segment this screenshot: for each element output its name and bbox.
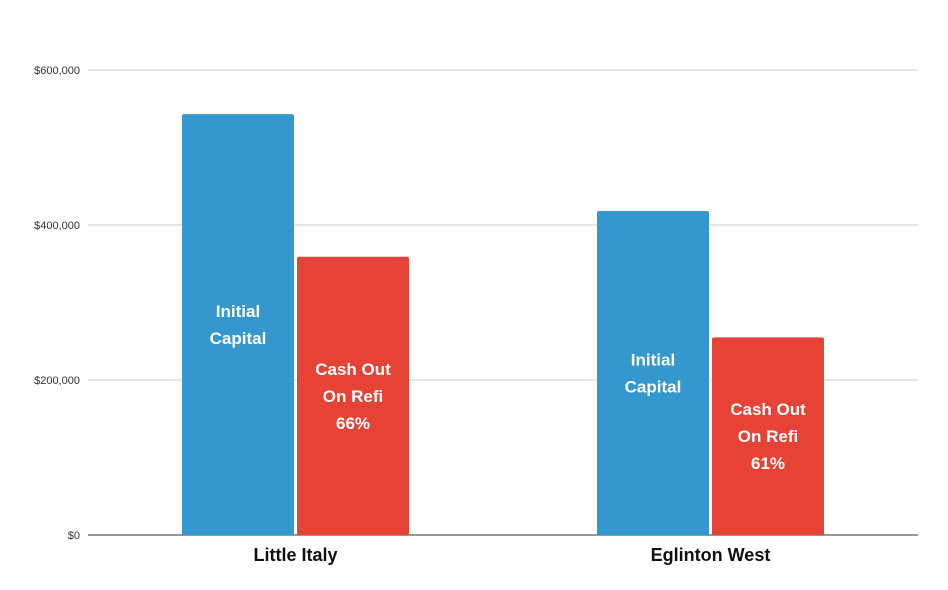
bar-data-label: Initial — [216, 302, 260, 321]
x-category-label: Eglinton West — [651, 545, 771, 565]
bar-data-label: On Refi — [323, 387, 383, 406]
bar-layer — [182, 114, 824, 536]
bar — [597, 211, 709, 536]
bar-data-label: Cash Out — [315, 360, 391, 379]
x-category-label: Little Italy — [253, 545, 337, 565]
label-layer: $0 $200,000 $400,000 $600,000 Initial Capital… — [34, 65, 806, 565]
bar — [297, 256, 409, 535]
bar-data-label: Initial — [631, 351, 675, 370]
bar — [712, 337, 824, 535]
bar-data-label: Capital — [625, 378, 682, 397]
bar-data-label: Cash Out — [730, 400, 806, 419]
y-tick-label: $600,000 — [34, 65, 80, 77]
bar-data-label: Capital — [210, 329, 267, 348]
bar-data-label: 61% — [751, 454, 785, 473]
y-tick-label: $200,000 — [34, 375, 80, 387]
bar-data-label: On Refi — [738, 427, 798, 446]
y-tick-label: $0 — [68, 530, 80, 542]
y-tick-label: $400,000 — [34, 220, 80, 232]
bar — [182, 114, 294, 536]
bar-data-label: 66% — [336, 414, 370, 433]
